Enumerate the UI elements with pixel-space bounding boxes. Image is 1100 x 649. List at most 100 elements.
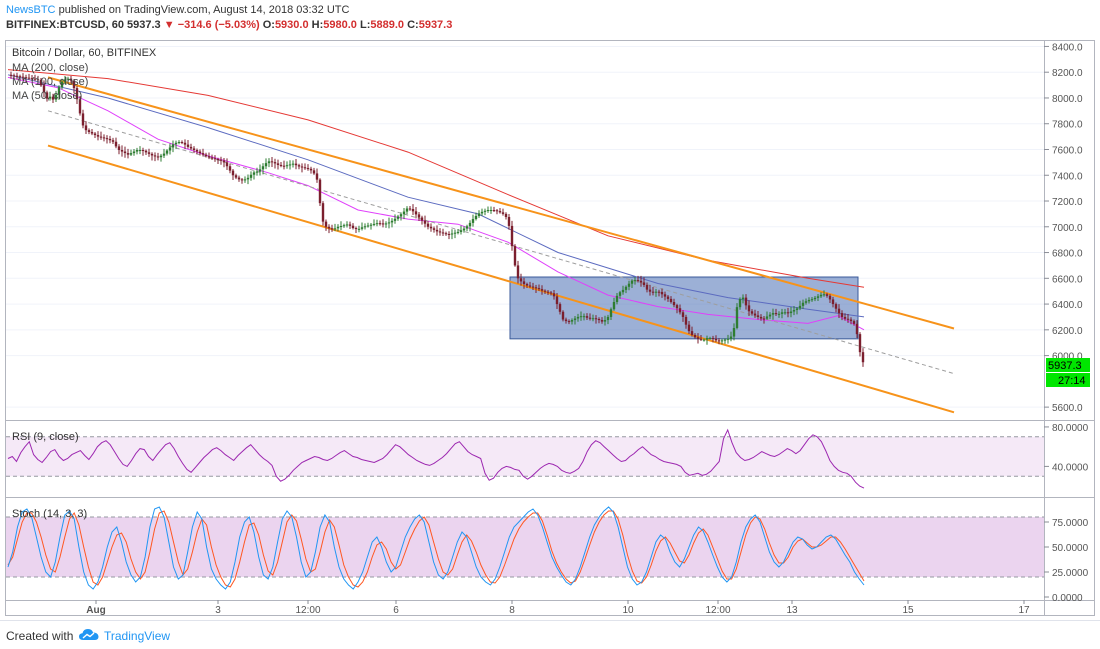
candle-body [72,80,76,89]
candle-body [204,154,208,157]
candle-body [234,175,238,178]
candle-body [822,294,826,296]
candle-body [324,221,328,227]
chart-header: NewsBTC published on TradingView.com, Au… [0,0,1100,36]
candle-body [309,168,313,171]
candle-body [477,213,481,216]
price-tick-label: 8400.0 [1052,42,1083,53]
chart-area[interactable]: 8400.0 8200.0 8000.0 7800.0 7600.0 7400.0 7200… [0,36,1100,620]
candle-body [345,224,349,226]
candle-body [36,79,40,81]
candle-body [201,153,205,155]
candle-body [789,311,793,314]
candle-body [261,166,265,170]
low-value: 5889.0 [370,19,405,31]
candle-body [405,208,409,212]
time-tick-label: 8 [509,605,515,616]
candle-body [588,317,592,319]
price-pane-title: Bitcoin / Dollar, 60, BITFINEX [12,47,157,59]
candle-body [291,163,295,165]
candle-body [408,208,412,210]
candle-body [642,282,646,286]
candle-body [66,78,70,80]
candle-body [501,212,505,214]
candle-body [465,226,469,229]
candle-body [753,313,757,316]
stoch-tick-label: 75.0000 [1052,518,1089,529]
candle-body [606,316,610,321]
candle-body [318,179,322,204]
price-tick-label: 6600.0 [1052,274,1083,285]
candle-body [249,174,253,178]
tradingview-link[interactable]: TradingView [104,629,171,643]
candle-body [321,203,325,222]
candle-body [303,167,307,169]
consolidation-range-box [509,276,859,340]
candle-body [24,77,28,79]
candle-body [720,340,724,342]
candle-body [780,312,784,314]
candle-body [765,316,769,319]
candle-body [414,211,418,215]
candle-body [402,211,406,215]
candle-body [492,210,496,212]
candle-body [597,319,601,321]
candle-body [174,142,178,145]
time-tick-label: 3 [215,605,221,616]
candle-body [666,296,670,299]
candle-body [798,305,802,309]
candle-body [690,331,694,335]
candle-body [237,177,241,180]
candle-body [285,165,289,167]
price-tick-label: 7800.0 [1052,120,1083,131]
candle-body [528,285,532,287]
candle-body [96,135,100,137]
price-tick-label: 8000.0 [1052,94,1083,105]
candle-body [357,228,361,230]
price-tick-label: 5600.0 [1052,403,1083,414]
candle-body [12,75,16,77]
candle-body [168,147,172,151]
candle-body [156,156,160,158]
candle-body [669,298,673,303]
candle-body [255,171,259,173]
candle-body [75,88,79,100]
candle-body [693,334,697,338]
candle-body [243,179,247,181]
candle-body [444,233,448,235]
candle-body [510,225,514,247]
candle-body [141,150,145,152]
candle-body [681,312,685,317]
bar-countdown-label: 27:14 [1058,375,1086,387]
candle-body [159,155,163,158]
candle-body [546,291,550,293]
candle-body [432,228,436,230]
candle-body [360,227,364,229]
candle-body [567,321,571,323]
candle-body [558,304,562,312]
candle-body [195,150,199,152]
candle-body [339,226,343,228]
candle-body [447,233,451,235]
candle-body [654,291,658,293]
candle-body [585,316,589,318]
candle-body [858,334,862,353]
candle-body [555,296,559,305]
candle-body [135,150,139,152]
candle-body [366,225,370,227]
candle-body [534,287,538,289]
price-series [9,71,865,367]
candle-body [507,216,511,226]
candle-body [186,144,190,147]
candle-body [147,152,151,154]
candle-body [399,214,403,217]
candle-body [381,223,385,225]
publisher-name[interactable]: NewsBTC [6,4,56,16]
candle-body [165,150,169,154]
candle-body [702,339,706,341]
candle-body [852,321,856,324]
candle-body [102,137,106,139]
time-tick-label: 10 [622,605,634,616]
candle-body [219,159,223,161]
candle-body [384,223,388,225]
